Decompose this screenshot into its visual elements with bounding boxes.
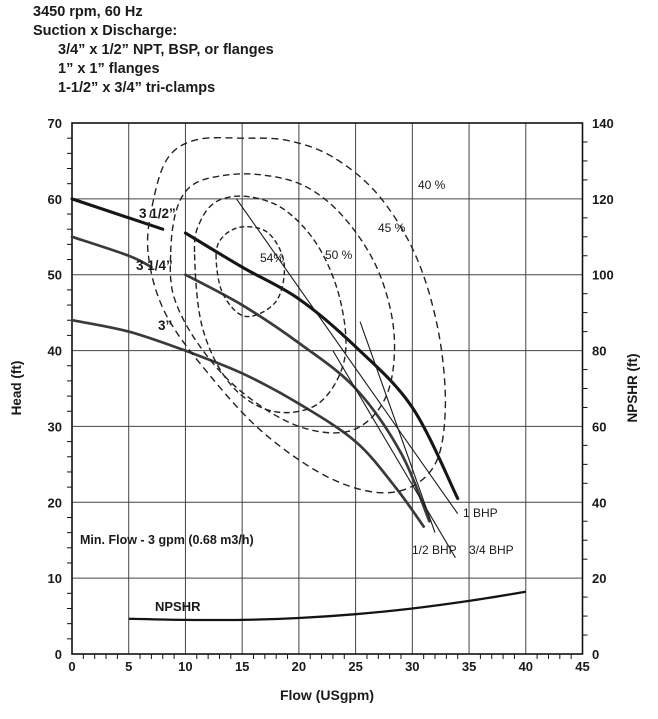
svg-text:0: 0 xyxy=(55,647,62,662)
svg-text:100: 100 xyxy=(592,268,614,283)
svg-text:20: 20 xyxy=(48,495,62,510)
svg-text:40: 40 xyxy=(519,659,533,674)
svg-text:40 %: 40 % xyxy=(418,178,446,192)
svg-text:1” x 1” flanges: 1” x 1” flanges xyxy=(58,61,160,77)
svg-text:3 1/4”: 3 1/4” xyxy=(136,258,173,273)
svg-text:3450 rpm, 60 Hz: 3450 rpm, 60 Hz xyxy=(33,4,143,20)
svg-text:45 %: 45 % xyxy=(378,221,406,235)
svg-text:140: 140 xyxy=(592,116,614,131)
svg-text:NPSHR (ft): NPSHR (ft) xyxy=(625,354,640,423)
svg-text:10: 10 xyxy=(178,659,192,674)
svg-text:3/4 BHP: 3/4 BHP xyxy=(469,543,514,557)
svg-text:25: 25 xyxy=(348,659,362,674)
svg-text:3/4” x 1/2” NPT, BSP, or flang: 3/4” x 1/2” NPT, BSP, or flanges xyxy=(58,42,274,58)
svg-text:20: 20 xyxy=(292,659,306,674)
svg-text:50: 50 xyxy=(48,268,62,283)
svg-text:45: 45 xyxy=(575,659,589,674)
svg-text:NPSHR: NPSHR xyxy=(155,599,201,614)
svg-text:1-1/2” x 3/4” tri-clamps: 1-1/2” x 3/4” tri-clamps xyxy=(58,80,215,96)
svg-text:1/2 BHP: 1/2 BHP xyxy=(412,543,457,557)
svg-text:80: 80 xyxy=(592,344,606,359)
svg-text:54%: 54% xyxy=(260,251,284,265)
svg-text:50 %: 50 % xyxy=(325,248,353,262)
svg-text:10: 10 xyxy=(48,571,62,586)
svg-text:120: 120 xyxy=(592,192,614,207)
svg-text:40: 40 xyxy=(48,344,62,359)
svg-text:1 BHP: 1 BHP xyxy=(463,506,498,520)
svg-text:5: 5 xyxy=(125,659,132,674)
svg-text:0: 0 xyxy=(68,659,75,674)
svg-text:70: 70 xyxy=(48,116,62,131)
svg-text:20: 20 xyxy=(592,571,606,586)
svg-text:40: 40 xyxy=(592,495,606,510)
svg-text:3”: 3” xyxy=(158,318,172,333)
svg-text:3 1/2”: 3 1/2” xyxy=(139,206,176,221)
svg-text:15: 15 xyxy=(235,659,249,674)
svg-text:Min. Flow - 3 gpm (0.68 m3/h): Min. Flow - 3 gpm (0.68 m3/h) xyxy=(80,533,254,547)
svg-text:60: 60 xyxy=(48,192,62,207)
svg-text:35: 35 xyxy=(462,659,476,674)
svg-text:Flow (USgpm): Flow (USgpm) xyxy=(280,687,374,703)
svg-text:Head (ft): Head (ft) xyxy=(9,361,24,416)
svg-text:0: 0 xyxy=(592,647,599,662)
svg-text:60: 60 xyxy=(592,419,606,434)
svg-text:30: 30 xyxy=(48,419,62,434)
svg-text:Suction x Discharge:: Suction x Discharge: xyxy=(33,23,177,39)
svg-text:30: 30 xyxy=(405,659,419,674)
